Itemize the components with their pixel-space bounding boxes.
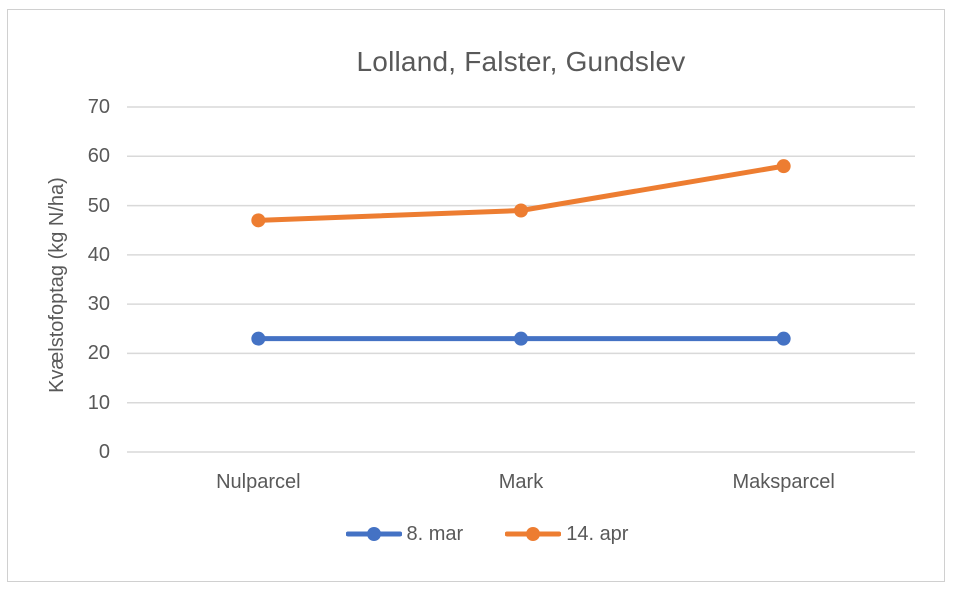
- y-tick-label: 30: [87, 293, 110, 316]
- data-point-8-mar: [251, 331, 266, 346]
- legend-marker-icon: [505, 527, 562, 541]
- y-tick-label: 60: [87, 145, 110, 168]
- y-tick-label: 70: [87, 96, 110, 118]
- y-tick-label: 50: [87, 194, 110, 217]
- legend-item-8-mar: 8. mar: [345, 522, 464, 546]
- data-point-14-apr: [776, 159, 791, 174]
- y-tick-label: 20: [87, 342, 110, 365]
- x-category-label: Nulparcel: [216, 471, 301, 493]
- x-category-label: Maksparcel: [732, 471, 835, 493]
- y-tick-label: 40: [87, 243, 110, 266]
- legend-item-label: 8. mar: [406, 523, 464, 545]
- legend: 8. mar 14. apr: [127, 522, 847, 546]
- y-tick-label: 0: [98, 441, 110, 463]
- legend-item-label: 14. apr: [566, 523, 629, 545]
- data-point-14-apr: [514, 203, 528, 218]
- data-point-14-apr: [251, 213, 266, 228]
- data-point-8-mar: [514, 331, 528, 346]
- legend-marker-icon: [345, 527, 402, 541]
- x-category-label: Mark: [498, 471, 544, 493]
- data-point-8-mar: [776, 331, 791, 346]
- chart-frame: [7, 9, 945, 582]
- y-tick-label: 10: [87, 391, 110, 414]
- legend-item-14-apr: 14. apr: [505, 522, 628, 546]
- chart-title: Lolland, Falster, Gundslev: [356, 46, 686, 77]
